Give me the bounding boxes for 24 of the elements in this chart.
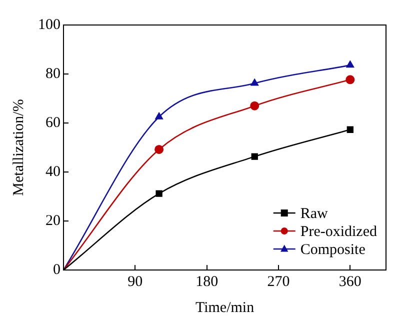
point	[155, 112, 164, 120]
x-axis-title: Time/min	[195, 300, 255, 316]
y-tick-label: 0	[53, 262, 60, 278]
legend-label: Pre-oxidized	[300, 224, 378, 240]
point	[250, 78, 259, 86]
x-tick-label: 180	[196, 274, 218, 290]
legend-label: Raw	[300, 206, 328, 222]
x-tick-label: 90	[128, 274, 143, 290]
point	[250, 101, 260, 110]
point	[156, 190, 162, 197]
y-tick-label: 80	[46, 66, 60, 82]
x-tick-label: 360	[338, 274, 362, 290]
point	[346, 60, 354, 68]
point	[346, 126, 354, 133]
y-tick-label: 60	[46, 114, 60, 131]
y-axis-title: Metallization/%	[10, 99, 27, 196]
y-tick-label: 20	[46, 212, 60, 229]
point	[251, 153, 258, 160]
point	[154, 144, 164, 154]
y-tick-label: 100	[38, 16, 60, 33]
y-tick-label: 40	[46, 164, 60, 180]
legend-label: Composite	[300, 242, 366, 258]
point	[346, 75, 355, 84]
x-tick-label: 270	[267, 274, 290, 290]
